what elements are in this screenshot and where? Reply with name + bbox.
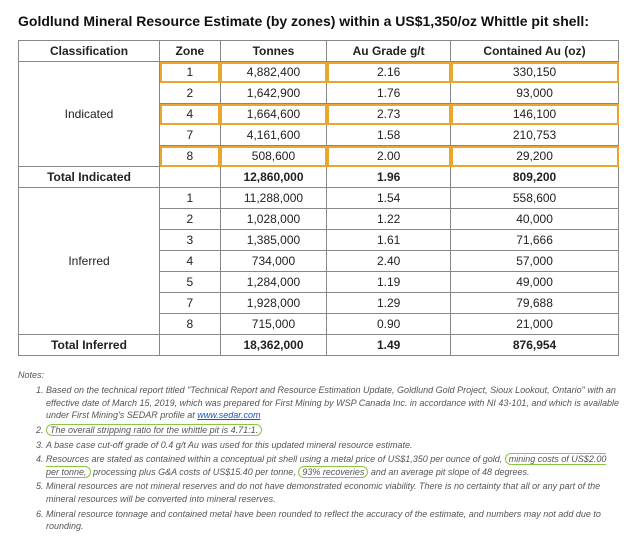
cell-zone: 4	[160, 251, 221, 272]
cell-tonnes: 715,000	[220, 314, 326, 335]
resource-table: Classification Zone Tonnes Au Grade g/t …	[18, 40, 619, 356]
cell-grade: 1.61	[327, 230, 451, 251]
cell-grade: 1.58	[327, 125, 451, 146]
note-5: Mineral resources are not mineral reserv…	[46, 480, 619, 505]
classification-label: Inferred	[19, 188, 160, 335]
cell-zone: 7	[160, 125, 221, 146]
table-row: Inferred111,288,0001.54558,600	[19, 188, 619, 209]
cell-grade: 1.76	[327, 83, 451, 104]
cell-zone: 8	[160, 146, 221, 167]
col-grade: Au Grade g/t	[327, 41, 451, 62]
table-row: Indicated14,882,4002.16330,150	[19, 62, 619, 83]
cell-contained: 93,000	[451, 83, 619, 104]
cell-contained: 29,200	[451, 146, 619, 167]
notes-list: Based on the technical report titled "Te…	[18, 384, 619, 533]
cell-zone: 1	[160, 188, 221, 209]
cell-contained: 79,688	[451, 293, 619, 314]
cell-zone: 4	[160, 104, 221, 125]
cell-grade: 1.54	[327, 188, 451, 209]
note-2: The overall stripping ratio for the whit…	[46, 424, 619, 437]
table-header-row: Classification Zone Tonnes Au Grade g/t …	[19, 41, 619, 62]
cell-zone: 1	[160, 62, 221, 83]
cell-contained: 40,000	[451, 209, 619, 230]
cell-tonnes: 1,385,000	[220, 230, 326, 251]
cell-grade: 2.00	[327, 146, 451, 167]
cell-tonnes: 4,882,400	[220, 62, 326, 83]
cell-grade: 1.22	[327, 209, 451, 230]
cell-tonnes: 1,028,000	[220, 209, 326, 230]
col-classification: Classification	[19, 41, 160, 62]
cell-contained: 71,666	[451, 230, 619, 251]
cell-contained: 210,753	[451, 125, 619, 146]
cell-tonnes: 1,928,000	[220, 293, 326, 314]
cell-grade: 1.19	[327, 272, 451, 293]
total-row: Total Inferred 18,362,0001.49876,954	[19, 335, 619, 356]
total-contained: 876,954	[451, 335, 619, 356]
cell-tonnes: 508,600	[220, 146, 326, 167]
col-contained: Contained Au (oz)	[451, 41, 619, 62]
cell-grade: 2.73	[327, 104, 451, 125]
sedar-link[interactable]: www.sedar.com	[197, 410, 260, 420]
col-tonnes: Tonnes	[220, 41, 326, 62]
cell-tonnes: 1,284,000	[220, 272, 326, 293]
cell-contained: 146,100	[451, 104, 619, 125]
total-contained: 809,200	[451, 167, 619, 188]
cell-tonnes: 11,288,000	[220, 188, 326, 209]
note-4: Resources are stated as contained within…	[46, 453, 619, 478]
note-6: Mineral resource tonnage and contained m…	[46, 508, 619, 533]
cell-tonnes: 1,664,600	[220, 104, 326, 125]
total-tonnes: 18,362,000	[220, 335, 326, 356]
cell-contained: 330,150	[451, 62, 619, 83]
cell-contained: 49,000	[451, 272, 619, 293]
notes-label: Notes:	[18, 370, 619, 380]
cell-zone: 7	[160, 293, 221, 314]
page-title: Goldlund Mineral Resource Estimate (by z…	[18, 12, 619, 30]
classification-label: Indicated	[19, 62, 160, 167]
cell-zone: 5	[160, 272, 221, 293]
note-1: Based on the technical report titled "Te…	[46, 384, 619, 422]
cell-grade: 1.29	[327, 293, 451, 314]
total-row: Total Indicated 12,860,0001.96809,200	[19, 167, 619, 188]
cell-tonnes: 4,161,600	[220, 125, 326, 146]
cell-zone: 2	[160, 83, 221, 104]
total-tonnes: 12,860,000	[220, 167, 326, 188]
note-3: A base case cut-off grade of 0.4 g/t Au …	[46, 439, 619, 452]
cell-grade: 2.40	[327, 251, 451, 272]
cell-zone: 8	[160, 314, 221, 335]
cell-contained: 57,000	[451, 251, 619, 272]
cell-zone: 3	[160, 230, 221, 251]
cell-zone: 2	[160, 209, 221, 230]
total-label: Total Inferred	[19, 335, 160, 356]
cell-contained: 558,600	[451, 188, 619, 209]
cell-grade: 0.90	[327, 314, 451, 335]
col-zone: Zone	[160, 41, 221, 62]
cell-grade: 2.16	[327, 62, 451, 83]
cell-tonnes: 734,000	[220, 251, 326, 272]
cell-tonnes: 1,642,900	[220, 83, 326, 104]
total-grade: 1.49	[327, 335, 451, 356]
total-label: Total Indicated	[19, 167, 160, 188]
total-grade: 1.96	[327, 167, 451, 188]
cell-contained: 21,000	[451, 314, 619, 335]
